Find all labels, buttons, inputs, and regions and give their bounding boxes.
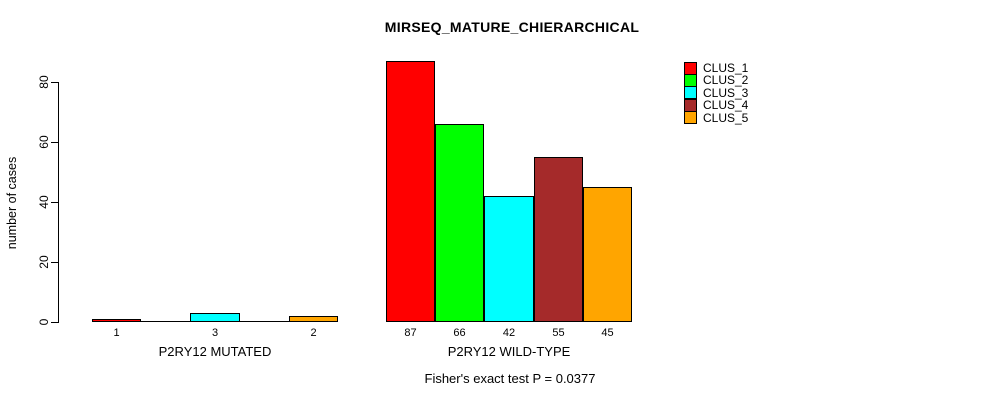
bar-value-label: 42	[502, 327, 516, 339]
y-tick-label: 0	[37, 318, 51, 326]
bar-clus_2	[435, 124, 484, 322]
bar-value-label: 3	[211, 327, 219, 339]
legend-item: CLUS_3	[684, 85, 749, 100]
bar-value-label: 55	[552, 327, 565, 339]
bar-clus_5	[583, 187, 632, 322]
legend-item: CLUS_5	[684, 110, 749, 125]
chart-title: MIRSEQ_MATURE_CHIERARCHICAL	[384, 19, 640, 35]
legend-label: CLUS_3	[703, 85, 749, 100]
legend-item: CLUS_2	[684, 73, 749, 88]
legend-label: CLUS_5	[703, 110, 749, 125]
bar-clus_3	[484, 196, 534, 322]
bar-value-label: 45	[601, 327, 614, 339]
legend-item: CLUS_1	[684, 61, 749, 75]
y-tick-label: 60	[37, 135, 51, 149]
legend-item: CLUS_4	[684, 98, 749, 113]
legend-label: CLUS_1	[703, 61, 749, 75]
y-tick-label: 20	[37, 255, 51, 269]
y-tick-mark	[51, 82, 58, 83]
y-tick-label: 80	[37, 75, 51, 89]
y-tick-label: 40	[37, 195, 51, 209]
bar-value-label: 66	[453, 327, 466, 339]
legend-swatch-clus_4	[684, 98, 697, 112]
bar-clus_1	[92, 319, 141, 322]
legend-label: CLUS_2	[703, 73, 749, 88]
bar-clus_1	[386, 61, 435, 322]
legend-swatch-clus_1	[684, 61, 697, 75]
bar-value-label: 1	[113, 327, 120, 339]
bar-value-label: 87	[404, 327, 417, 339]
y-tick-mark	[51, 262, 58, 263]
bar-value-label: 2	[310, 327, 317, 339]
y-tick-mark	[51, 322, 58, 323]
legend-swatch-clus_3	[684, 86, 697, 100]
bar-clus_4-zero	[240, 321, 289, 322]
bar-clus_3	[190, 313, 240, 322]
y-axis-label: number of cases	[5, 156, 19, 250]
group-label: P2RY12 WILD-TYPE	[447, 344, 571, 359]
legend-swatch-clus_2	[684, 73, 697, 87]
bar-clus_2-zero	[141, 321, 190, 322]
annotation-text: Fisher's exact test P = 0.0377	[424, 371, 596, 386]
y-axis-line	[58, 82, 59, 323]
y-tick-mark	[51, 142, 58, 143]
legend-label: CLUS_4	[703, 98, 749, 113]
legend-swatch-clus_5	[684, 111, 697, 125]
y-tick-mark	[51, 202, 58, 203]
bar-clus_4	[534, 157, 583, 322]
bar-clus_5	[289, 316, 338, 322]
group-label: P2RY12 MUTATED	[158, 344, 272, 359]
